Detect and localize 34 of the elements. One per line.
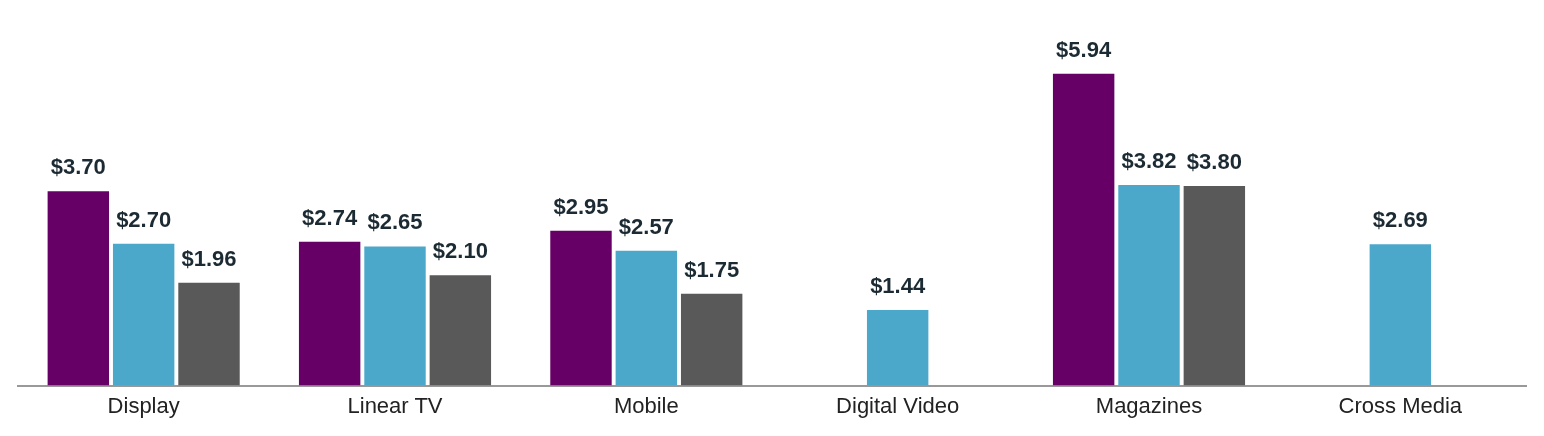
bar [1052, 73, 1115, 386]
bar [178, 282, 240, 386]
x-tick-label: Cross Media [1338, 392, 1463, 418]
data-label: $5.94 [1056, 36, 1112, 62]
data-label: $2.69 [1372, 207, 1428, 233]
x-tick-label: Linear TV [347, 392, 443, 418]
x-tick-label: Mobile [613, 392, 679, 418]
bar [429, 275, 492, 386]
x-tick-label: Digital Video [836, 392, 960, 418]
data-label: $1.44 [870, 273, 926, 299]
data-label: $2.65 [367, 209, 423, 235]
data-label: $2.57 [618, 213, 674, 239]
data-label: $3.82 [1121, 148, 1177, 174]
data-label: $2.10 [432, 238, 488, 264]
bar [364, 246, 426, 386]
bar [615, 250, 678, 386]
x-tick-label: Magazines [1095, 392, 1203, 418]
bar [298, 241, 361, 386]
data-label: $2.70 [116, 206, 172, 232]
data-label: $3.70 [50, 154, 106, 180]
bar [550, 230, 612, 386]
bar [1369, 244, 1432, 386]
data-label: $2.74 [302, 204, 358, 230]
bar [47, 191, 110, 386]
data-label: $1.75 [684, 256, 740, 282]
data-label: $1.96 [181, 245, 237, 271]
bar [680, 293, 743, 386]
bar [1118, 185, 1180, 386]
data-label: $3.80 [1186, 149, 1242, 175]
bar [112, 243, 175, 386]
x-tick-label: Display [107, 392, 180, 418]
bar [866, 309, 929, 386]
bar [1183, 186, 1246, 386]
data-label: $2.95 [553, 193, 609, 219]
